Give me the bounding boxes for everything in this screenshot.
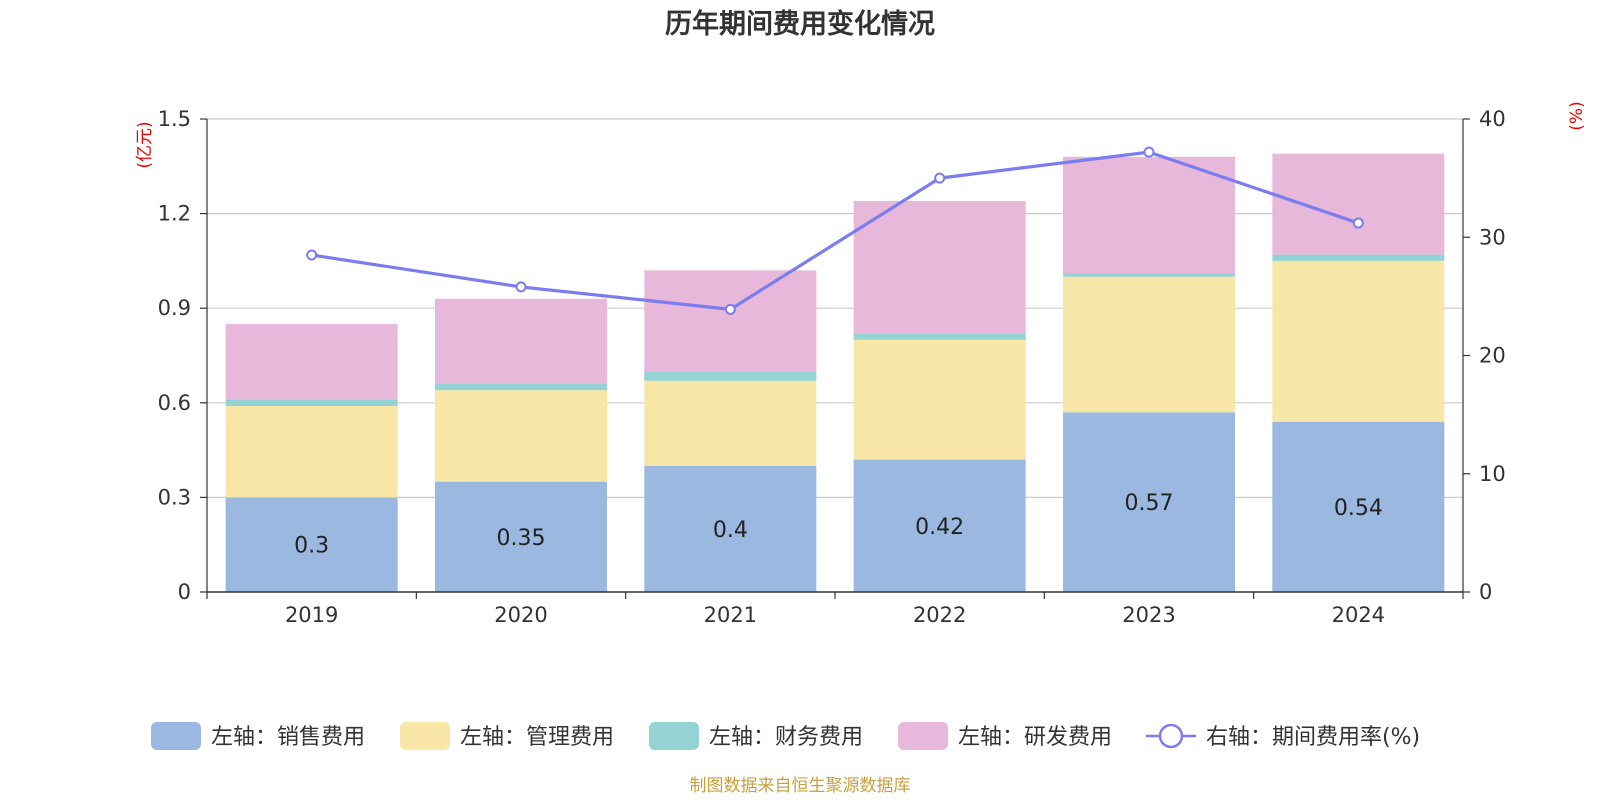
legend-label: 左轴：财务费用 (709, 725, 863, 750)
bar-segment (225, 405, 398, 498)
grid-lines (207, 118, 1463, 498)
bar-data-label: 0.3 (294, 534, 329, 559)
right-axis-unit: (%) (1567, 101, 1587, 130)
bar-data-label: 0.57 (1125, 491, 1174, 516)
legend-swatch (151, 722, 201, 750)
legend-label: 左轴：管理费用 (460, 725, 614, 750)
bar-segment (853, 200, 1026, 334)
bar-segment (1063, 412, 1235, 592)
legend-swatch (898, 722, 948, 750)
left-axis-tick-label: 1.2 (158, 202, 191, 226)
legend-label: 左轴：销售费用 (211, 725, 365, 750)
bar-data-labels: 0.3 0.35 0.4 0.42 0.57 0.54 (294, 491, 1383, 559)
x-axis-tick-label: 2020 (494, 603, 547, 627)
left-axis-unit: (亿元) (135, 121, 155, 168)
legend-label: 右轴：期间费用率(%) (1206, 725, 1420, 750)
bar-segment (1272, 260, 1445, 422)
legend: 左轴：销售费用 左轴：管理费用 左轴：财务费用 左轴：研发费用 右轴：期间费用率(%) (151, 722, 1420, 750)
bar-segment (853, 339, 1026, 460)
source-note: 制图数据来自恒生聚源数据库 (690, 776, 911, 796)
chart-title: 历年期间费用变化情况 (665, 8, 935, 40)
rate-line-point (1143, 146, 1155, 158)
legend-swatch (400, 722, 450, 750)
rate-line-point (306, 249, 318, 261)
bar-segment (644, 371, 817, 381)
bar-segment (644, 270, 817, 372)
bar-data-label: 0.35 (497, 526, 546, 551)
bar-segment (853, 459, 1026, 592)
rate-line-point (934, 172, 946, 184)
bar-data-label: 0.54 (1334, 496, 1383, 521)
legend-swatch (649, 722, 699, 750)
x-axis-tick-label: 2021 (704, 603, 757, 627)
axes: 0 0.3 0.6 0.9 1.2 1.5 0 10 20 30 40 2019 2020 2021 202… (158, 107, 1506, 627)
right-axis-tick-label: 20 (1479, 344, 1506, 368)
right-axis-tick-label: 10 (1479, 462, 1506, 486)
x-axis-tick-label: 2024 (1332, 603, 1385, 627)
bar-segment (225, 323, 398, 400)
right-axis-tick-label: 40 (1479, 107, 1506, 131)
rate-line-point (724, 303, 736, 315)
left-axis-tick-label: 0.6 (158, 391, 191, 415)
x-axis-tick-label: 2019 (285, 603, 338, 627)
x-axis-tick-label: 2022 (913, 603, 966, 627)
right-axis-tick-label: 30 (1479, 225, 1506, 249)
bar-segment (225, 497, 398, 592)
bar-segment (644, 380, 817, 466)
bar-segment (1272, 254, 1445, 261)
bar-segment (1272, 421, 1445, 592)
bar-segment (435, 390, 607, 482)
bar-segment (1063, 273, 1235, 277)
bar-series (225, 153, 1445, 592)
bar-segment (435, 298, 607, 384)
rate-line-point (1352, 217, 1364, 229)
left-axis-tick-label: 1.5 (158, 107, 191, 131)
bar-segment (1063, 276, 1235, 413)
rate-line-point (515, 281, 527, 293)
left-axis-tick-label: 0.3 (158, 485, 191, 509)
legend-marker (1158, 723, 1184, 749)
bar-segment (435, 481, 607, 592)
legend-label: 左轴：研发费用 (958, 725, 1112, 750)
bar-segment (1063, 156, 1235, 274)
bar-segment (853, 333, 1026, 340)
bar-data-label: 0.42 (915, 515, 964, 540)
right-axis-tick-label: 0 (1479, 580, 1492, 604)
rate-line-series (306, 146, 1364, 315)
bar-data-label: 0.4 (713, 518, 748, 543)
bar-segment (225, 399, 398, 406)
x-axis-tick-label: 2023 (1122, 603, 1175, 627)
bar-segment (435, 383, 607, 391)
bar-segment (644, 465, 817, 592)
rate-line (311, 150, 1359, 311)
left-axis-tick-label: 0 (178, 580, 191, 604)
left-axis-tick-label: 0.9 (158, 296, 191, 320)
